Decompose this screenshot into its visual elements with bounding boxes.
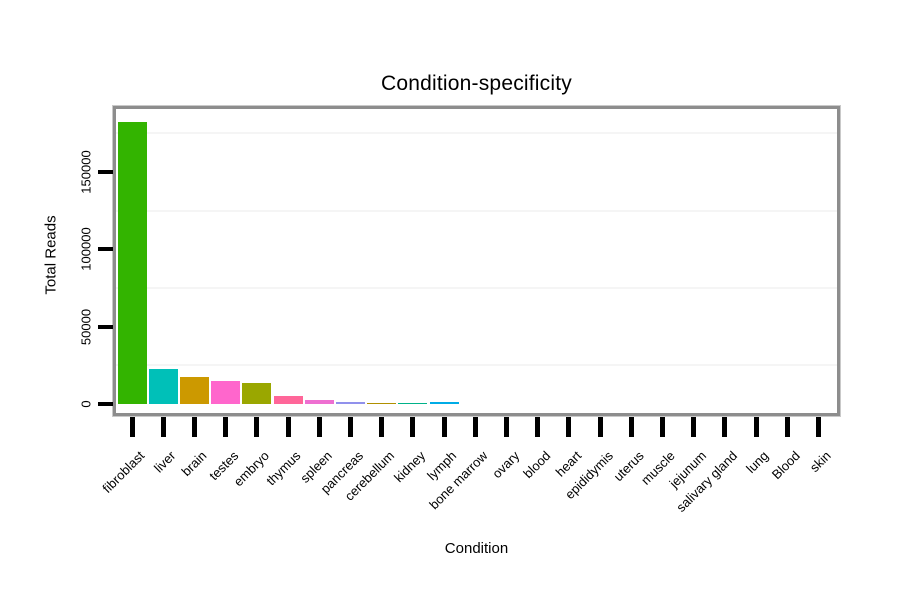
x-tick bbox=[191, 417, 197, 437]
bar-cerebellum bbox=[367, 402, 397, 404]
x-tick bbox=[254, 417, 260, 437]
x-tick-label: brain bbox=[178, 448, 211, 480]
bar-thymus bbox=[273, 396, 303, 404]
x-tick bbox=[347, 417, 353, 437]
bar-testes bbox=[211, 381, 241, 404]
y-tick-label: 0 bbox=[78, 400, 94, 408]
bar-kidney bbox=[398, 402, 428, 404]
y-tick-label: 50000 bbox=[78, 308, 94, 345]
x-tick-label: fibroblast bbox=[99, 448, 148, 496]
y-tick bbox=[98, 170, 113, 175]
bar-brain bbox=[179, 376, 209, 404]
y-tick bbox=[98, 247, 113, 252]
minor-gridline bbox=[116, 209, 837, 212]
y-tick-label: 100000 bbox=[78, 227, 94, 272]
x-tick bbox=[160, 417, 166, 437]
x-tick-label: skin bbox=[807, 448, 835, 475]
chart-title: Condition-specificity bbox=[381, 72, 572, 95]
x-tick bbox=[316, 417, 322, 437]
x-tick bbox=[410, 417, 416, 437]
x-tick-label: Blood bbox=[768, 448, 803, 483]
x-tick-label: lung bbox=[743, 448, 772, 476]
x-tick-label: liver bbox=[151, 448, 179, 476]
x-tick bbox=[628, 417, 634, 437]
bar-spleen bbox=[304, 399, 334, 404]
minor-gridline bbox=[116, 132, 837, 135]
x-tick bbox=[566, 417, 572, 437]
y-tick bbox=[98, 402, 113, 406]
bar-liver bbox=[148, 369, 178, 404]
minor-gridline bbox=[116, 287, 837, 290]
x-tick-label: thymus bbox=[263, 448, 304, 489]
x-tick bbox=[285, 417, 291, 437]
x-tick bbox=[722, 417, 728, 437]
x-tick bbox=[472, 417, 478, 437]
x-axis-label: Condition bbox=[444, 540, 509, 557]
plot-panel bbox=[112, 105, 841, 417]
x-tick bbox=[223, 417, 229, 437]
x-tick bbox=[441, 417, 447, 437]
x-tick bbox=[691, 417, 697, 437]
x-tick bbox=[597, 417, 603, 437]
bar-lymph bbox=[429, 402, 459, 404]
bar-fibroblast bbox=[117, 121, 147, 404]
x-tick bbox=[503, 417, 509, 437]
x-tick bbox=[379, 417, 385, 437]
x-tick bbox=[659, 417, 665, 437]
x-tick bbox=[129, 417, 135, 437]
x-tick-label: ovary bbox=[488, 448, 523, 482]
x-tick bbox=[535, 417, 541, 437]
x-tick-label: kidney bbox=[391, 448, 429, 486]
y-axis-label: Total Reads bbox=[42, 215, 60, 295]
y-tick bbox=[98, 324, 113, 329]
x-tick bbox=[815, 417, 821, 437]
bar-embryo bbox=[242, 382, 272, 404]
x-tick-label: blood bbox=[520, 448, 554, 482]
y-tick-label: 150000 bbox=[78, 150, 94, 194]
bar-pancreas bbox=[335, 401, 365, 404]
x-tick bbox=[784, 417, 790, 437]
x-tick bbox=[753, 417, 759, 437]
minor-gridline bbox=[116, 364, 837, 367]
